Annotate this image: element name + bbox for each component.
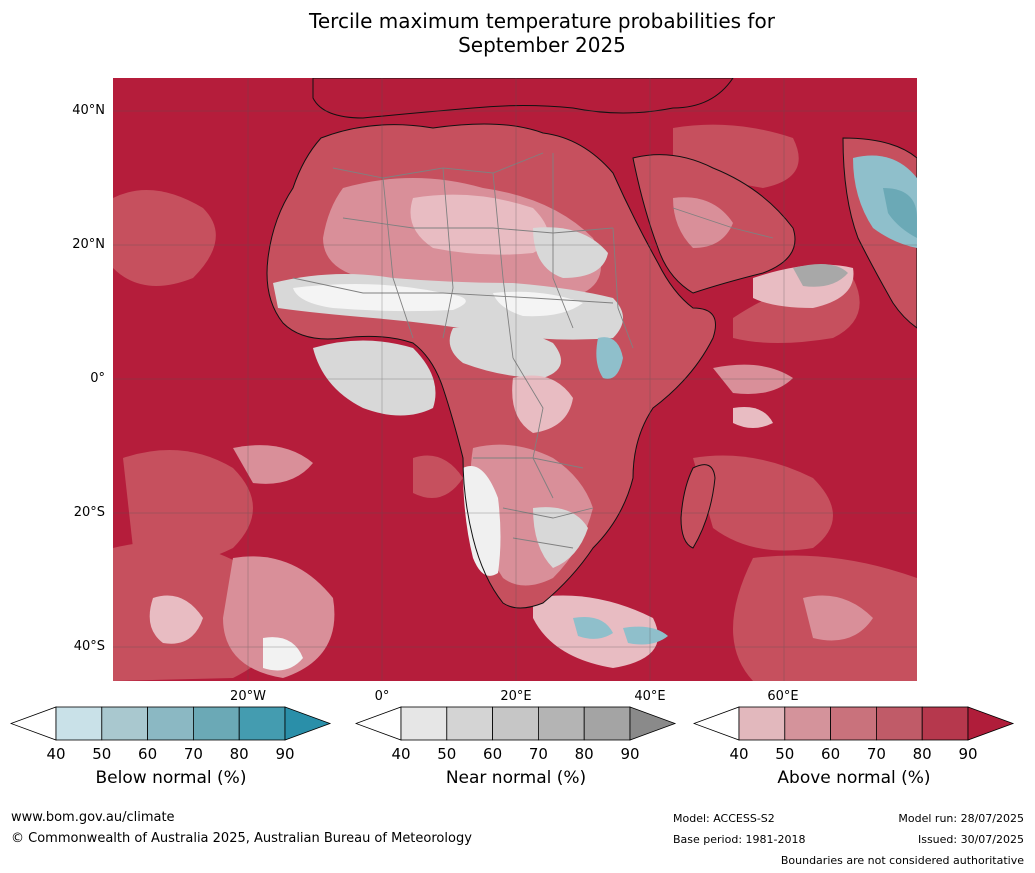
- colorbar-above-ticks: 40 50 60 70 80 90: [693, 705, 1015, 765]
- lat-label-40s: 40°S: [73, 639, 105, 654]
- base-period: Base period: 1981-2018: [673, 833, 806, 846]
- lat-label-40n: 40°N: [72, 103, 105, 118]
- model-name: Model: ACCESS-S2: [673, 812, 775, 825]
- lon-label-20w: 20°W: [230, 689, 266, 704]
- colorbar-tick-label: 60: [483, 745, 503, 763]
- colorbar-near-ticks: 40 50 60 70 80 90: [355, 705, 677, 765]
- colorbar-segment: [400, 706, 448, 741]
- lat-label-0: 0°: [90, 371, 105, 386]
- colorbar-tick-label: 90: [275, 745, 295, 763]
- colorbar-below-normal: [10, 706, 332, 741]
- colorbar-tick-label: 70: [528, 745, 548, 763]
- colorbar-segment: [583, 706, 631, 741]
- colorbar-tick-label: 90: [620, 745, 640, 763]
- map-svg: [113, 78, 917, 681]
- colorbar-tick-label: 60: [821, 745, 841, 763]
- colorbar-below-label: Below normal (%): [95, 768, 247, 788]
- issued-date: Issued: 30/07/2025: [917, 833, 1024, 846]
- title-line-1: Tercile maximum temperature probabilitie…: [309, 9, 775, 33]
- colorbar-segment: [446, 706, 494, 741]
- colorbar-tick-label: 40: [729, 745, 749, 763]
- probability-map: [113, 78, 917, 681]
- lon-label-0: 0°: [374, 689, 390, 704]
- colorbar-max-arrow: [967, 706, 1015, 741]
- colorbar-segment: [784, 706, 832, 741]
- colorbar-tick-label: 80: [229, 745, 249, 763]
- colorbar-above-normal: [693, 706, 1015, 741]
- lat-label-20s: 20°S: [73, 505, 105, 520]
- colorbar-segment: [921, 706, 969, 741]
- africa-coastline: [266, 123, 716, 609]
- boundaries-disclaimer: Boundaries are not considered authoritat…: [780, 854, 1024, 867]
- colorbar-above-label: Above normal (%): [777, 768, 931, 788]
- colorbar-segment: [101, 706, 149, 741]
- lon-label-60e: 60°E: [767, 689, 799, 704]
- colorbar-tick-label: 50: [437, 745, 457, 763]
- colorbar-tick-label: 80: [574, 745, 594, 763]
- colorbar-tick-label: 70: [866, 745, 886, 763]
- website-link[interactable]: www.bom.gov.au/climate: [11, 810, 175, 825]
- colorbar-tick-label: 60: [138, 745, 158, 763]
- chart-title: Tercile maximum temperature probabilitie…: [242, 9, 842, 57]
- arabia: [632, 154, 796, 294]
- colorbar-near-label: Near normal (%): [445, 768, 587, 788]
- lon-label-20e: 20°E: [500, 689, 532, 704]
- europe: [312, 78, 734, 119]
- country-borders: [292, 152, 774, 549]
- colorbar-tick-label: 90: [958, 745, 978, 763]
- ocean-patches: [113, 124, 917, 681]
- colorbar-segment: [192, 706, 240, 741]
- colorbar-segment: [492, 706, 539, 741]
- lon-label-40e: 40°E: [634, 689, 666, 704]
- colorbar-segment: [147, 706, 194, 741]
- colorbar-below-ticks: 40 50 60 70 80 90: [10, 705, 332, 765]
- colorbar-max-arrow: [629, 706, 677, 741]
- model-run-date: Model run: 28/07/2025: [898, 812, 1024, 825]
- title-line-2: September 2025: [458, 33, 626, 57]
- colorbar-tick-label: 40: [46, 745, 66, 763]
- colorbar-max-arrow: [284, 706, 332, 741]
- colorbar-tick-label: 80: [912, 745, 932, 763]
- colorbar-segment: [875, 706, 923, 741]
- colorbar-tick-label: 50: [92, 745, 112, 763]
- colorbar-tick-label: 50: [775, 745, 795, 763]
- india: [842, 137, 917, 329]
- colorbar-segment: [55, 706, 103, 741]
- colorbar-near-normal: [355, 706, 677, 741]
- gridlines: [113, 78, 917, 681]
- lat-label-20n: 20°N: [72, 237, 105, 252]
- copyright-text: © Commonwealth of Australia 2025, Austra…: [11, 831, 472, 846]
- colorbar-tick-label: 40: [391, 745, 411, 763]
- colorbar-segment: [738, 706, 786, 741]
- madagascar: [680, 464, 716, 549]
- colorbar-segment: [830, 706, 877, 741]
- colorbar-tick-label: 70: [183, 745, 203, 763]
